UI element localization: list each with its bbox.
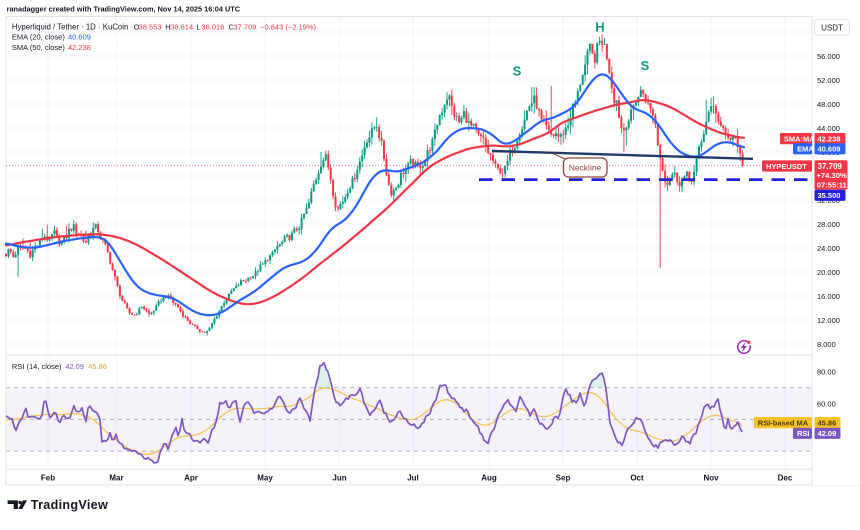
- svg-text:20.000: 20.000: [817, 268, 840, 277]
- svg-text:May: May: [257, 474, 273, 483]
- svg-text:12.000: 12.000: [817, 316, 840, 325]
- svg-text:Nov: Nov: [703, 474, 719, 483]
- svg-text:Hyperliquid / Tether · 1D · Ku: Hyperliquid / Tether · 1D · KuCoin: [12, 22, 128, 31]
- svg-text:36.016: 36.016: [201, 22, 224, 31]
- svg-text:SMA:MA: SMA:MA: [784, 135, 815, 144]
- svg-text:07:55:11: 07:55:11: [817, 181, 848, 190]
- svg-text:80.00: 80.00: [817, 368, 836, 377]
- svg-text:42.238: 42.238: [68, 43, 91, 52]
- svg-text:35.500: 35.500: [818, 191, 841, 200]
- svg-text:RSI: RSI: [797, 429, 810, 438]
- svg-text:24.000: 24.000: [817, 244, 840, 253]
- svg-text:S: S: [641, 58, 650, 73]
- svg-text:−0.843 (−2.19%): −0.843 (−2.19%): [260, 22, 316, 31]
- svg-text:37.709: 37.709: [818, 162, 843, 171]
- svg-text:TradingView: TradingView: [31, 498, 108, 512]
- svg-text:EMA: EMA: [797, 145, 814, 154]
- svg-text:Sep: Sep: [556, 474, 571, 483]
- svg-text:44.000: 44.000: [817, 124, 840, 133]
- svg-text:37.709: 37.709: [234, 22, 257, 31]
- svg-text:Oct: Oct: [630, 474, 644, 483]
- svg-text:28.000: 28.000: [817, 220, 840, 229]
- svg-text:45.86: 45.86: [88, 362, 107, 371]
- svg-text:L: L: [196, 22, 200, 31]
- svg-text:Apr: Apr: [184, 474, 198, 483]
- svg-text:52.000: 52.000: [817, 76, 840, 85]
- svg-text:HYPEUSDT: HYPEUSDT: [766, 162, 807, 171]
- svg-text:RSI (14, close): RSI (14, close): [12, 362, 62, 371]
- svg-text:40.609: 40.609: [68, 33, 91, 42]
- svg-text:42.238: 42.238: [818, 135, 841, 144]
- svg-text:USDT: USDT: [821, 24, 843, 33]
- svg-text:S: S: [513, 64, 522, 79]
- svg-text:42.09: 42.09: [818, 429, 837, 438]
- svg-text:ranadagger created with Tradin: ranadagger created with TradingView.com,…: [7, 5, 241, 14]
- svg-text:45.86: 45.86: [818, 419, 837, 428]
- svg-text:42.09: 42.09: [65, 362, 84, 371]
- svg-text:48.000: 48.000: [817, 100, 840, 109]
- svg-text:EMA (20, close): EMA (20, close): [12, 33, 65, 42]
- svg-text:Neckline: Neckline: [569, 163, 602, 173]
- svg-text:Jun: Jun: [332, 474, 346, 483]
- svg-text:16.000: 16.000: [817, 292, 840, 301]
- svg-text:Dec: Dec: [778, 474, 793, 483]
- svg-text:Feb: Feb: [41, 474, 55, 483]
- svg-text:RSI-based MA: RSI-based MA: [758, 419, 809, 428]
- svg-text:60.00: 60.00: [817, 399, 836, 408]
- svg-text:38.553: 38.553: [139, 22, 162, 31]
- svg-text:Jul: Jul: [407, 474, 419, 483]
- svg-text:40.609: 40.609: [818, 145, 841, 154]
- svg-text:Aug: Aug: [481, 474, 497, 483]
- svg-text:38.614: 38.614: [170, 22, 193, 31]
- svg-text:Mar: Mar: [109, 474, 123, 483]
- svg-text:H: H: [595, 20, 604, 35]
- svg-text:56.000: 56.000: [817, 52, 840, 61]
- svg-text:8.000: 8.000: [817, 340, 836, 349]
- svg-text:SMA (50, close): SMA (50, close): [12, 43, 65, 52]
- svg-text:+74.30%: +74.30%: [817, 171, 847, 180]
